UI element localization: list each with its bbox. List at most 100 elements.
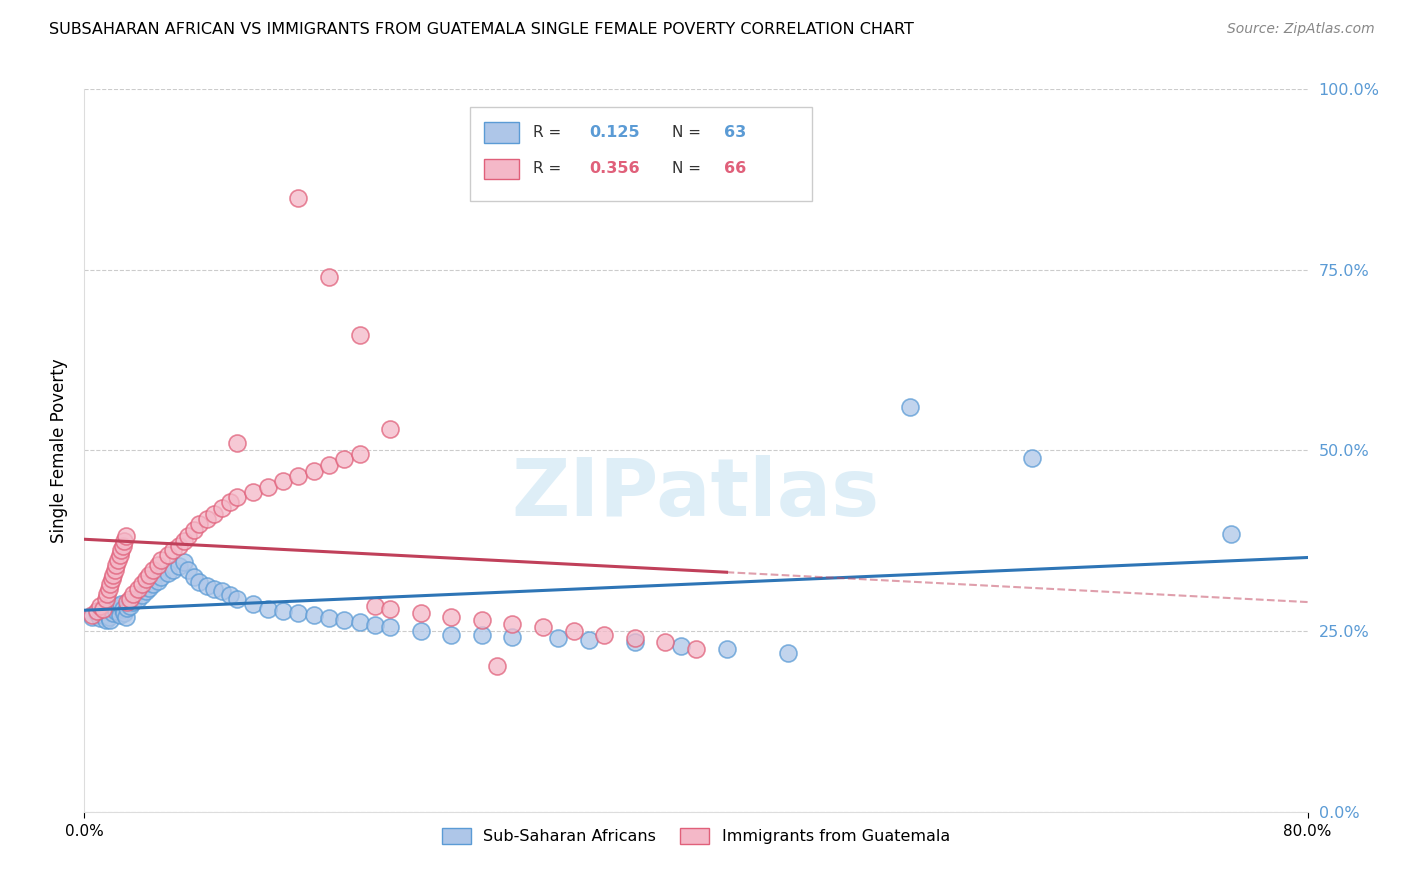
Point: [440, 628, 463, 642]
Text: N =: N =: [672, 125, 706, 140]
Point: [135, 572, 157, 586]
Point: [349, 615, 371, 630]
Point: [127, 582, 149, 597]
Point: [101, 602, 124, 616]
Point: [162, 563, 184, 577]
Point: [440, 609, 463, 624]
Point: [162, 543, 184, 558]
Point: [287, 606, 309, 620]
Point: [486, 658, 509, 673]
Point: [86, 604, 108, 618]
Point: [531, 620, 554, 634]
Text: SUBSAHARAN AFRICAN VS IMMIGRANTS FROM GUATEMALA SINGLE FEMALE POVERTY CORRELATIO: SUBSAHARAN AFRICAN VS IMMIGRANTS FROM GU…: [49, 22, 914, 37]
Point: [776, 646, 799, 660]
FancyBboxPatch shape: [470, 107, 813, 202]
Point: [211, 584, 233, 599]
Point: [502, 630, 524, 644]
Point: [94, 613, 117, 627]
Text: 66: 66: [724, 161, 747, 177]
Point: [349, 327, 371, 342]
Text: 63: 63: [724, 125, 747, 140]
Point: [218, 588, 240, 602]
Point: [122, 595, 145, 609]
Point: [120, 599, 142, 613]
Point: [108, 608, 131, 623]
Point: [149, 553, 172, 567]
Point: [177, 529, 200, 543]
Point: [105, 558, 128, 572]
Point: [98, 613, 121, 627]
Point: [98, 577, 121, 591]
Point: [157, 548, 180, 562]
Point: [257, 602, 280, 616]
Point: [302, 464, 325, 478]
Y-axis label: Single Female Poverty: Single Female Poverty: [49, 359, 67, 542]
Point: [89, 611, 111, 625]
Point: [202, 582, 225, 597]
Point: [471, 613, 494, 627]
Point: [138, 581, 160, 595]
FancyBboxPatch shape: [484, 122, 519, 143]
Point: [669, 639, 692, 653]
Legend: Sub-Saharan Africans, Immigrants from Guatemala: Sub-Saharan Africans, Immigrants from Gu…: [436, 822, 956, 851]
Point: [103, 606, 125, 620]
Point: [218, 495, 240, 509]
Point: [624, 635, 647, 649]
Point: [380, 602, 402, 616]
Point: [120, 591, 142, 606]
Point: [112, 606, 135, 620]
Point: [188, 574, 211, 589]
Point: [149, 570, 172, 584]
Point: [131, 588, 153, 602]
Point: [547, 632, 569, 646]
Point: [257, 480, 280, 494]
Point: [101, 572, 124, 586]
Point: [242, 597, 264, 611]
Point: [96, 604, 118, 618]
Point: [104, 563, 127, 577]
Point: [226, 491, 249, 505]
Point: [108, 548, 131, 562]
Point: [195, 579, 218, 593]
Point: [287, 468, 309, 483]
Point: [349, 447, 371, 461]
Point: [86, 606, 108, 620]
Point: [1021, 450, 1043, 465]
Point: [562, 624, 585, 639]
Point: [131, 577, 153, 591]
Point: [105, 604, 128, 618]
Point: [333, 613, 356, 627]
Text: 0.125: 0.125: [589, 125, 640, 140]
Point: [593, 628, 616, 642]
Point: [183, 570, 205, 584]
Point: [380, 620, 402, 634]
Point: [122, 586, 145, 600]
Point: [104, 601, 127, 615]
Point: [318, 270, 340, 285]
Point: [111, 602, 134, 616]
Point: [202, 507, 225, 521]
Point: [142, 577, 165, 591]
Point: [242, 485, 264, 500]
Point: [80, 609, 103, 624]
Text: R =: R =: [533, 125, 571, 140]
Point: [226, 591, 249, 606]
Point: [188, 517, 211, 532]
Point: [318, 611, 340, 625]
Point: [94, 591, 117, 606]
Point: [146, 574, 169, 588]
Point: [502, 616, 524, 631]
Point: [173, 533, 195, 548]
Point: [115, 601, 138, 615]
Point: [115, 595, 138, 609]
Text: R =: R =: [533, 161, 571, 177]
Point: [127, 591, 149, 606]
Point: [333, 452, 356, 467]
Point: [157, 566, 180, 581]
Point: [409, 624, 432, 639]
Text: ZIPatlas: ZIPatlas: [512, 455, 880, 533]
Point: [111, 539, 134, 553]
Point: [318, 458, 340, 472]
Point: [142, 563, 165, 577]
Point: [364, 618, 387, 632]
